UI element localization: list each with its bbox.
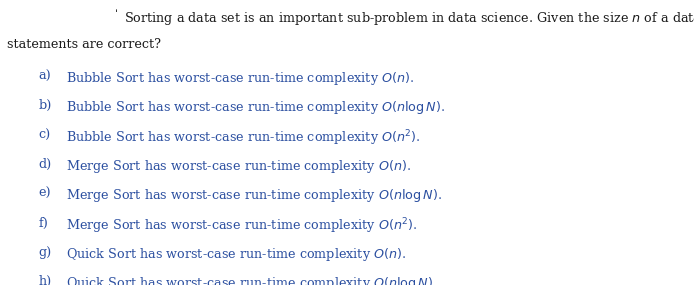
- Text: statements are correct?: statements are correct?: [7, 38, 161, 52]
- Text: g): g): [38, 246, 51, 259]
- Text: a): a): [38, 70, 51, 83]
- Text: Merge Sort has worst-case run-time complexity $O(n\log N)$.: Merge Sort has worst-case run-time compl…: [66, 187, 442, 204]
- Text: Bubble Sort has worst-case run-time complexity $O(n)$.: Bubble Sort has worst-case run-time comp…: [66, 70, 414, 87]
- Text: ˈ: ˈ: [115, 10, 118, 20]
- Text: f): f): [38, 217, 48, 230]
- Text: Merge Sort has worst-case run-time complexity $O(n^{2})$.: Merge Sort has worst-case run-time compl…: [66, 217, 418, 236]
- Text: d): d): [38, 158, 51, 171]
- Text: h): h): [38, 275, 51, 285]
- Text: Bubble Sort has worst-case run-time complexity $O(n^{2})$.: Bubble Sort has worst-case run-time comp…: [66, 129, 421, 148]
- Text: c): c): [38, 129, 51, 142]
- Text: Merge Sort has worst-case run-time complexity $O(n)$.: Merge Sort has worst-case run-time compl…: [66, 158, 411, 175]
- Text: e): e): [38, 187, 51, 200]
- Text: Bubble Sort has worst-case run-time complexity $O(n\log N)$.: Bubble Sort has worst-case run-time comp…: [66, 99, 445, 116]
- Text: Sorting a data set is an important sub-problem in data science. Given the size $: Sorting a data set is an important sub-p…: [124, 10, 694, 27]
- Text: Quick Sort has worst-case run-time complexity $O(n)$.: Quick Sort has worst-case run-time compl…: [66, 246, 406, 263]
- Text: b): b): [38, 99, 51, 112]
- Text: Quick Sort has worst-case run-time complexity $O(n\log N)$.: Quick Sort has worst-case run-time compl…: [66, 275, 437, 285]
